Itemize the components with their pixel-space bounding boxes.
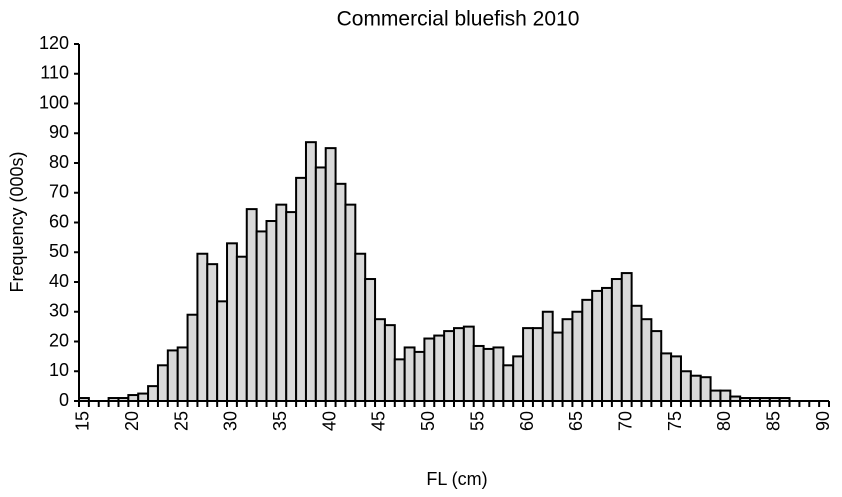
bar (620, 272, 633, 403)
bar (314, 166, 327, 402)
bar (492, 346, 505, 403)
bar (186, 313, 199, 403)
y-tick-label: 70 (49, 182, 69, 202)
x-tick-label: 15 (73, 411, 93, 431)
bar (295, 176, 307, 402)
x-axis-label: FL (cm) (426, 469, 487, 489)
bar (610, 278, 623, 402)
bar (423, 337, 436, 402)
bar (235, 255, 248, 402)
bar (413, 350, 426, 403)
bar (443, 330, 456, 402)
chart-title: Commercial bluefish 2010 (337, 8, 580, 31)
y-tick-label: 30 (49, 301, 69, 321)
bar (206, 263, 219, 402)
bar (334, 182, 347, 402)
bar (581, 298, 594, 403)
x-tick-label: 20 (122, 411, 142, 431)
bar (137, 392, 150, 402)
x-tick-label: 35 (270, 411, 290, 431)
bar (176, 346, 189, 403)
bar (304, 141, 317, 403)
y-tick-label: 20 (49, 330, 69, 350)
bar (522, 327, 534, 402)
bar (245, 208, 258, 402)
bar (324, 147, 337, 402)
bar (285, 211, 298, 402)
bar (354, 252, 367, 402)
y-tick-label: 110 (40, 63, 69, 83)
bar (630, 304, 643, 402)
bar (433, 334, 446, 402)
bar (156, 364, 169, 402)
bar (601, 286, 613, 403)
bar (719, 389, 732, 402)
bar (265, 220, 278, 402)
bar (709, 389, 722, 402)
y-tick-label: 40 (49, 271, 69, 291)
bar (364, 278, 377, 402)
bar (502, 364, 515, 402)
x-tick-label: 45 (369, 411, 389, 431)
bar (660, 352, 673, 402)
x-tick-label: 50 (418, 411, 438, 431)
bar (482, 347, 495, 402)
bar (344, 203, 357, 402)
x-tick-label: 75 (665, 411, 685, 431)
bar (196, 252, 209, 402)
bar (453, 327, 465, 402)
bar (403, 346, 416, 403)
x-tick-label: 70 (615, 411, 635, 431)
x-tick-label: 85 (763, 411, 783, 431)
bar (541, 310, 554, 402)
bar (561, 318, 574, 402)
bar (679, 370, 692, 402)
x-tick-label: 30 (221, 411, 241, 431)
bar (571, 310, 584, 402)
y-tick-label: 100 (39, 92, 69, 112)
x-tick-label: 65 (566, 411, 586, 431)
x-tick-label: 40 (319, 411, 339, 431)
bar (689, 374, 702, 402)
bar (650, 330, 663, 402)
y-tick-label: 90 (49, 122, 69, 142)
bar (591, 289, 604, 402)
y-tick-label: 50 (49, 241, 69, 261)
bar (462, 325, 475, 402)
bar (472, 344, 485, 402)
bar (216, 300, 229, 402)
bar (374, 318, 386, 402)
bar (383, 324, 396, 403)
bar (166, 349, 179, 402)
x-tick-label: 55 (467, 411, 487, 431)
y-tick-label: 60 (49, 211, 69, 231)
y-tick-label: 0 (59, 390, 69, 410)
bar (670, 355, 682, 402)
bar (640, 318, 653, 402)
x-tick-label: 60 (517, 411, 537, 431)
x-tick-label: 90 (813, 411, 833, 431)
bar (226, 242, 238, 402)
bar (275, 203, 288, 402)
y-axis-label: Frequency (000s) (7, 151, 27, 292)
y-tick-label: 80 (49, 152, 69, 172)
x-tick-label: 25 (171, 411, 191, 431)
bar (512, 355, 525, 402)
bar (147, 385, 159, 402)
y-tick-label: 120 (39, 33, 69, 53)
bar (255, 230, 268, 402)
bar (551, 331, 564, 403)
bar (699, 376, 712, 403)
bar (531, 327, 544, 402)
bar (393, 358, 406, 403)
y-tick-label: 10 (49, 360, 69, 380)
x-tick-label: 80 (714, 411, 734, 431)
